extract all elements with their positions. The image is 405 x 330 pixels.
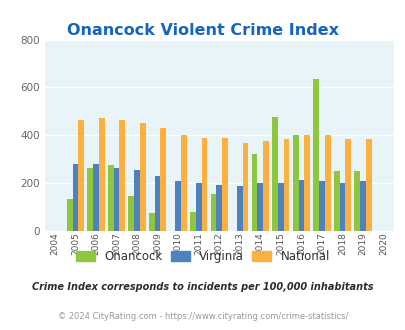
Bar bbox=[190, 212, 195, 231]
Bar bbox=[324, 135, 330, 231]
Bar bbox=[119, 120, 125, 231]
Bar bbox=[78, 120, 84, 231]
Legend: Onancock, Virginia, National: Onancock, Virginia, National bbox=[76, 250, 329, 263]
Bar bbox=[345, 139, 350, 231]
Bar bbox=[313, 79, 318, 231]
Bar bbox=[181, 135, 186, 231]
Bar bbox=[72, 164, 78, 231]
Bar bbox=[251, 154, 257, 231]
Bar bbox=[195, 183, 201, 231]
Bar bbox=[365, 139, 371, 231]
Bar bbox=[87, 168, 93, 231]
Bar bbox=[333, 171, 339, 231]
Bar bbox=[140, 123, 145, 231]
Bar bbox=[175, 181, 181, 231]
Bar bbox=[128, 196, 134, 231]
Bar bbox=[262, 141, 268, 231]
Bar bbox=[359, 182, 365, 231]
Bar bbox=[242, 143, 248, 231]
Bar bbox=[339, 183, 345, 231]
Bar bbox=[292, 135, 298, 231]
Bar bbox=[216, 185, 222, 231]
Bar bbox=[257, 183, 262, 231]
Bar bbox=[149, 213, 154, 231]
Bar bbox=[303, 135, 309, 231]
Bar bbox=[160, 128, 166, 231]
Bar bbox=[93, 164, 99, 231]
Bar bbox=[318, 182, 324, 231]
Text: © 2024 CityRating.com - https://www.cityrating.com/crime-statistics/: © 2024 CityRating.com - https://www.city… bbox=[58, 312, 347, 321]
Bar bbox=[108, 165, 113, 231]
Bar bbox=[354, 171, 359, 231]
Bar bbox=[154, 177, 160, 231]
Bar bbox=[222, 138, 227, 231]
Text: Crime Index corresponds to incidents per 100,000 inhabitants: Crime Index corresponds to incidents per… bbox=[32, 282, 373, 292]
Bar bbox=[67, 199, 72, 231]
Text: Onancock Violent Crime Index: Onancock Violent Crime Index bbox=[67, 23, 338, 38]
Bar bbox=[113, 168, 119, 231]
Bar bbox=[237, 185, 242, 231]
Bar bbox=[210, 194, 216, 231]
Bar bbox=[298, 180, 303, 231]
Bar bbox=[201, 138, 207, 231]
Bar bbox=[134, 170, 140, 231]
Bar bbox=[283, 139, 289, 231]
Bar bbox=[277, 183, 283, 231]
Bar bbox=[99, 118, 104, 231]
Bar bbox=[272, 117, 277, 231]
